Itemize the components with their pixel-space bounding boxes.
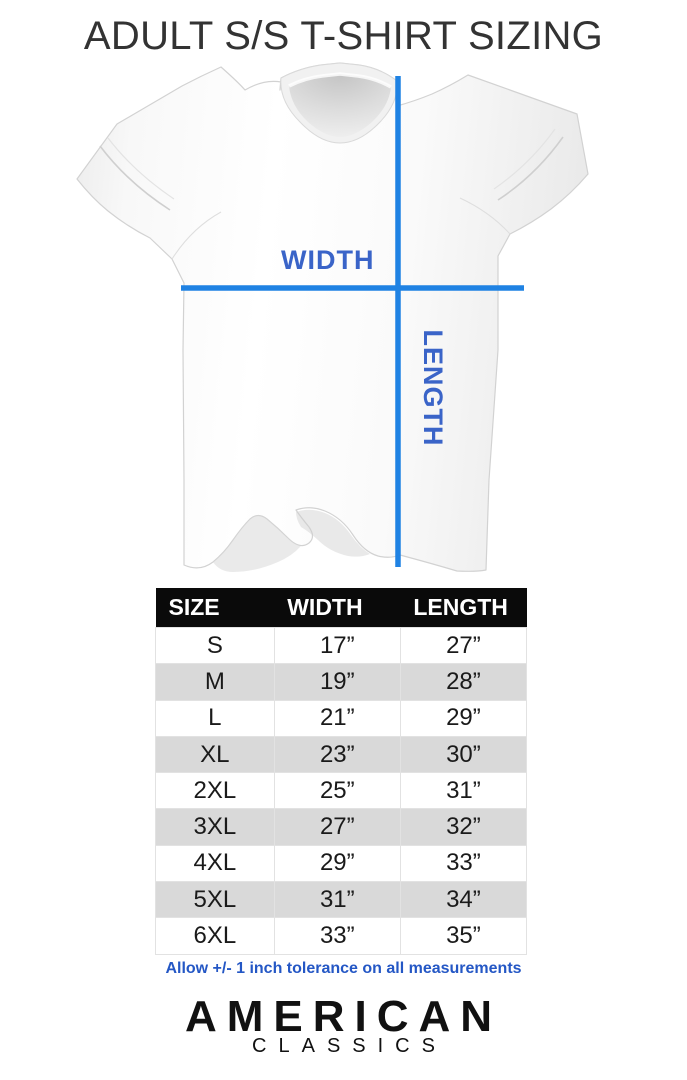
svg-text:LENGTH: LENGTH bbox=[418, 330, 448, 447]
svg-text:WIDTH: WIDTH bbox=[281, 245, 374, 275]
